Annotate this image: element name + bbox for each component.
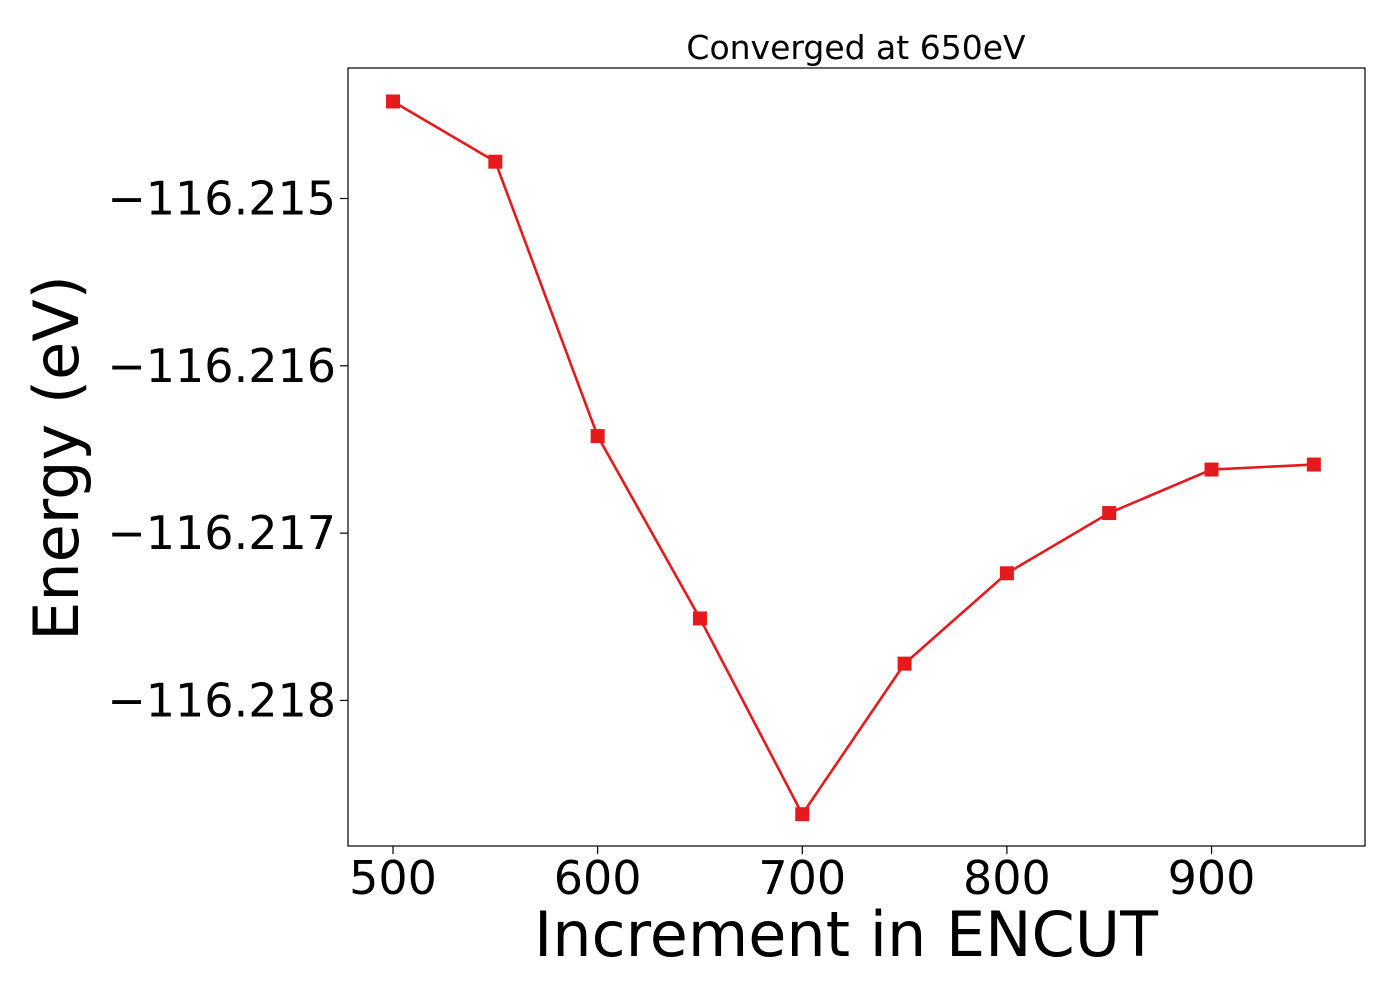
- x-tick-label-900: 900: [1168, 851, 1256, 905]
- data-point-850: [1102, 506, 1117, 521]
- y-tick-label-2: −116.217: [107, 506, 336, 560]
- chart-title: Converged at 650eV: [686, 28, 1026, 67]
- plot-frame: [347, 67, 1366, 847]
- y-tick-label-1: −116.216: [107, 339, 336, 393]
- x-tick-label-700: 700: [758, 851, 846, 905]
- y-tick-label-3: −116.218: [107, 673, 336, 727]
- x-tick-label-800: 800: [963, 851, 1051, 905]
- data-point-900: [1204, 462, 1219, 477]
- x-tick-label-500: 500: [349, 851, 437, 905]
- series-layer: [386, 94, 1321, 822]
- y-tick-label-0: −116.215: [107, 172, 336, 226]
- data-point-600: [590, 429, 605, 444]
- x-axis-label: Increment in ENCUT: [534, 898, 1159, 971]
- data-point-500: [386, 94, 401, 109]
- y-axis-label: Energy (eV): [20, 275, 93, 641]
- series-line-0: [392, 100, 1314, 817]
- data-point-800: [999, 566, 1014, 581]
- x-tick-label-600: 600: [554, 851, 642, 905]
- data-point-950: [1306, 457, 1321, 472]
- data-point-750: [897, 656, 912, 671]
- y-axis: −116.215 −116.216 −116.217 −116.218: [107, 172, 348, 727]
- data-point-700: [795, 807, 810, 822]
- data-point-650: [692, 611, 707, 626]
- x-axis: 500 600 700 800 900: [349, 846, 1255, 905]
- data-point-550: [488, 154, 503, 169]
